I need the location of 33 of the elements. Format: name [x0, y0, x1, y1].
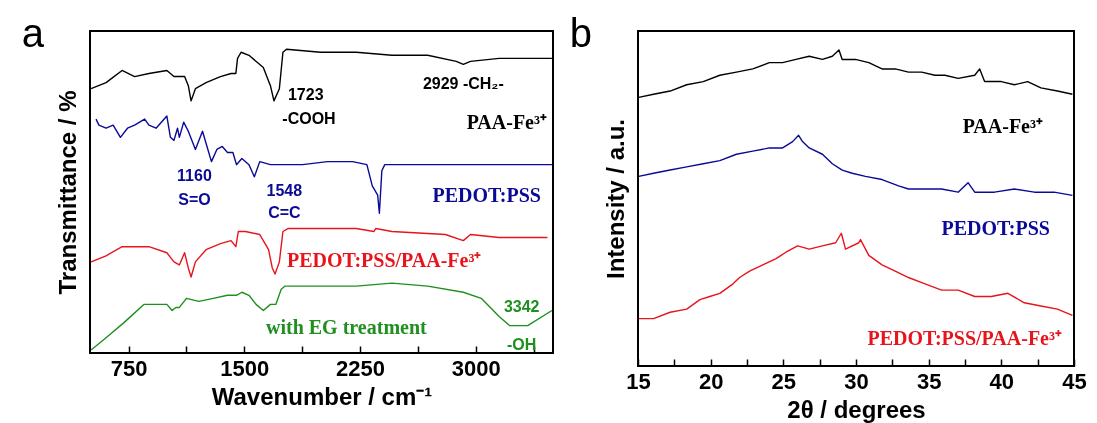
- x-tick-label: 3000: [451, 355, 501, 381]
- series-label: with EG treatment: [266, 316, 428, 338]
- series-label: PEDOT:PSS: [432, 184, 541, 206]
- annotation: 2929 -CH₂-: [422, 75, 504, 93]
- x-tick-label: 15: [626, 368, 651, 394]
- series-label: PEDOT:PSS/PAA-Fe³⁺: [867, 327, 1062, 349]
- x-axis-title: Wavenumber / cm⁻¹: [211, 382, 433, 410]
- annotation: C=C: [268, 203, 302, 221]
- y-axis-title: Transmittance / %: [53, 90, 81, 295]
- series-label: PEDOT:PSS: [941, 217, 1050, 239]
- x-tick-label: 35: [916, 368, 942, 394]
- x-axis-title: 2θ / degrees: [787, 395, 926, 423]
- x-tick-label: 25: [771, 368, 797, 394]
- x-tick-label: 30: [844, 368, 869, 394]
- annotation: -OH: [507, 335, 537, 353]
- x-tick-label: 1500: [220, 355, 270, 381]
- x-tick-label: 750: [110, 355, 148, 381]
- annotation: S=O: [178, 190, 211, 208]
- series-label: PEDOT:PSS/PAA-Fe³⁺: [287, 249, 482, 271]
- x-tick-label: 2250: [336, 355, 386, 381]
- series-label: PAA-Fe³⁺: [962, 115, 1043, 137]
- annotation: 3342: [503, 297, 540, 315]
- y-axis-title: Intensity / a.u.: [601, 118, 629, 280]
- x-tick-label: 45: [1062, 368, 1087, 394]
- annotation: 1548: [266, 181, 303, 199]
- x-tick-label: 20: [698, 368, 724, 394]
- annotation: 1723: [287, 85, 324, 103]
- chart-title: b: [569, 11, 592, 55]
- annotation: -COOH: [282, 109, 336, 127]
- chart-title: a: [21, 11, 45, 55]
- annotation: 1160: [177, 166, 212, 184]
- x-tick-label: 40: [989, 368, 1015, 394]
- text: PAA-Fe³⁺: [466, 111, 547, 133]
